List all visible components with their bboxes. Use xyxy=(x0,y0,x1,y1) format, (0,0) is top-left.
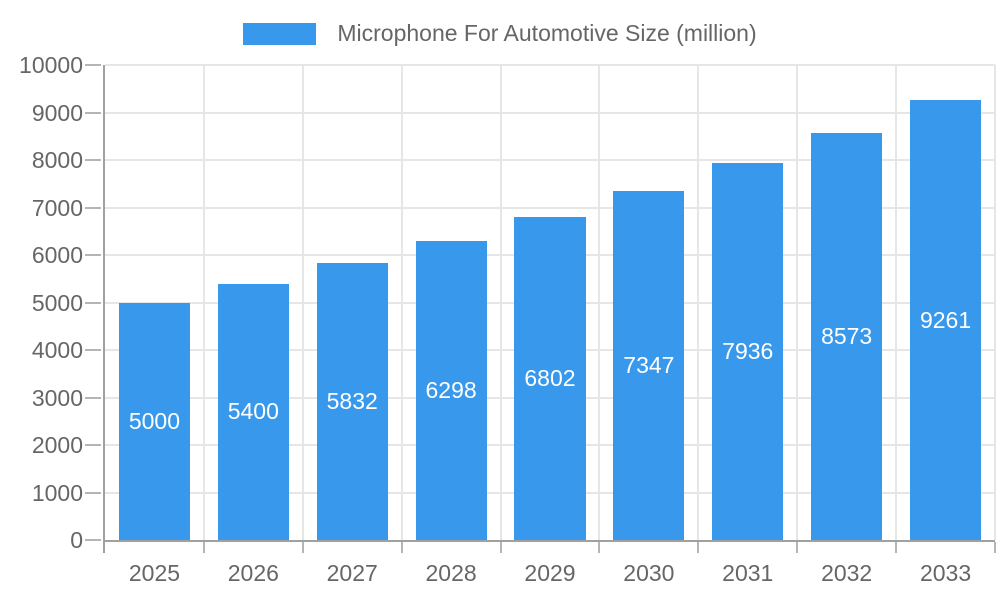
x-gridline xyxy=(994,65,996,540)
x-gridline xyxy=(400,65,403,540)
bar-value-label: 9261 xyxy=(919,306,972,333)
bar-value-label: 8573 xyxy=(821,322,873,349)
x-axis-label: 2026 xyxy=(227,560,279,586)
x-axis-tick xyxy=(400,542,403,553)
y-axis-line xyxy=(103,65,105,553)
bar: 6802 xyxy=(514,216,586,540)
y-axis-tick xyxy=(85,444,101,446)
y-axis-tick xyxy=(85,206,101,209)
y-gridline xyxy=(105,206,995,209)
x-gridline xyxy=(598,65,601,540)
y-axis-label: 0 xyxy=(70,527,83,553)
y-gridline xyxy=(105,64,995,66)
legend-swatch-icon xyxy=(243,22,317,45)
x-gridline xyxy=(796,65,799,540)
x-gridline xyxy=(895,65,898,540)
x-axis-tick xyxy=(895,542,898,553)
y-axis-tick xyxy=(85,159,101,161)
x-axis-label: 2025 xyxy=(128,560,181,586)
x-axis-tick xyxy=(994,542,996,553)
x-gridline xyxy=(202,65,205,540)
y-axis-label: 6000 xyxy=(31,242,83,268)
x-axis-line xyxy=(103,540,995,542)
y-gridline xyxy=(105,159,995,161)
bar: 9261 xyxy=(909,100,982,540)
y-axis-label: 9000 xyxy=(31,99,83,126)
x-axis-tick xyxy=(598,542,601,553)
y-axis-tick xyxy=(85,301,101,304)
y-axis-tick xyxy=(85,491,101,494)
bar: 5000 xyxy=(118,302,191,540)
bar: 7936 xyxy=(712,163,784,540)
x-axis-label: 2031 xyxy=(722,560,774,586)
bar-value-label: 7936 xyxy=(722,338,774,365)
bar: 8573 xyxy=(811,132,883,540)
bar-value-label: 5400 xyxy=(227,398,279,425)
bar-value-label: 5000 xyxy=(128,407,181,434)
bar: 7347 xyxy=(613,191,685,540)
y-axis-tick xyxy=(85,539,101,541)
y-axis-label: 5000 xyxy=(31,289,83,316)
bar: 5400 xyxy=(217,283,289,540)
bar-value-label: 7347 xyxy=(623,352,675,379)
x-axis-label: 2029 xyxy=(524,560,576,586)
y-axis-label: 7000 xyxy=(31,194,83,221)
y-axis-label: 8000 xyxy=(31,147,83,173)
y-axis-label: 4000 xyxy=(31,337,83,363)
x-axis-tick xyxy=(796,542,799,553)
x-axis-label: 2033 xyxy=(919,560,972,586)
y-axis-tick xyxy=(85,111,101,114)
x-gridline xyxy=(697,65,700,540)
legend: Microphone For Automotive Size (million) xyxy=(0,20,1000,47)
x-axis-tick xyxy=(301,542,304,553)
y-axis-label: 10000 xyxy=(19,52,83,78)
x-axis-label: 2028 xyxy=(425,560,477,586)
bar-value-label: 6298 xyxy=(425,376,477,403)
bar: 5832 xyxy=(316,262,388,540)
x-axis-label: 2032 xyxy=(821,560,873,586)
y-axis-tick xyxy=(85,349,101,351)
y-gridline xyxy=(105,111,995,114)
bar-value-label: 6802 xyxy=(524,364,576,391)
x-axis-tick xyxy=(202,542,205,553)
y-axis-label: 3000 xyxy=(31,384,83,411)
x-axis-tick xyxy=(697,542,700,553)
legend-label: Microphone For Automotive Size (million) xyxy=(337,20,757,46)
y-axis-tick xyxy=(85,64,101,66)
legend-item[interactable]: Microphone For Automotive Size (million) xyxy=(243,20,757,47)
y-axis-label: 1000 xyxy=(31,479,83,506)
y-axis-tick xyxy=(85,254,101,256)
plot-area: 10000 9000 8000 7000 6000 5000 4000 3000 2000 100… xyxy=(19,52,996,586)
y-axis-tick xyxy=(85,396,101,399)
x-axis-tick xyxy=(499,542,502,553)
x-axis-label: 2027 xyxy=(326,560,378,586)
y-axis-label: 2000 xyxy=(31,432,83,458)
x-gridline xyxy=(499,65,502,540)
bar: 6298 xyxy=(415,240,487,540)
bar-value-label: 5832 xyxy=(326,387,378,414)
x-axis-label: 2030 xyxy=(623,560,675,586)
x-gridline xyxy=(301,65,304,540)
